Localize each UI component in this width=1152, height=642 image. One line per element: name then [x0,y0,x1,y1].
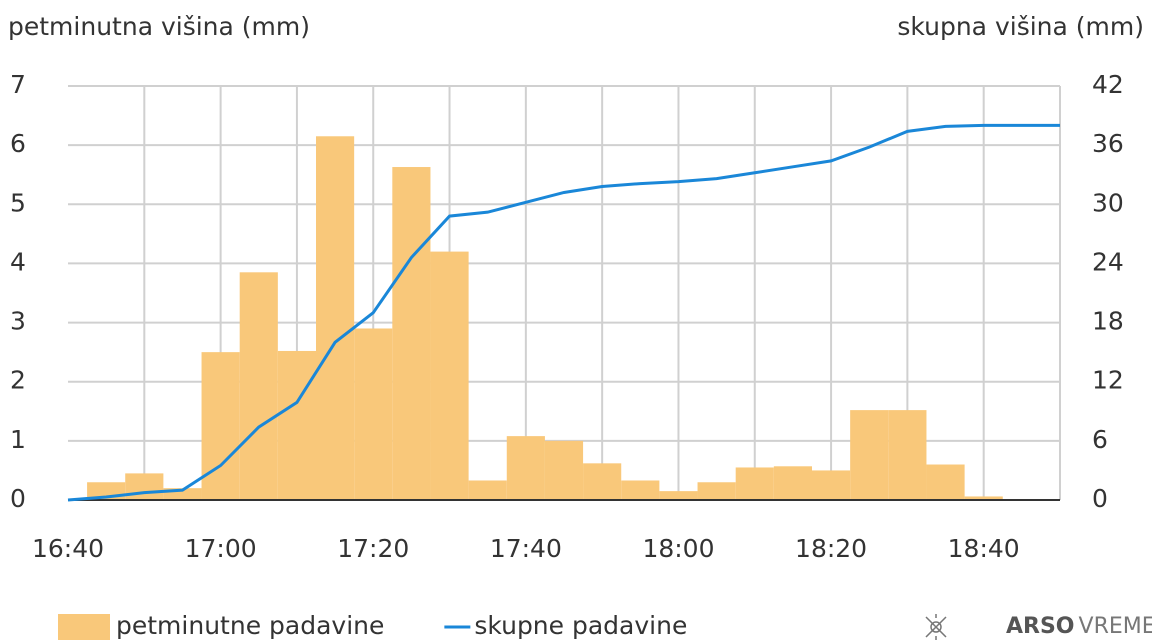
bar [468,480,507,500]
y2-tick-label: 30 [1092,188,1124,217]
bar [316,136,355,500]
brand-icon [925,614,947,640]
bar [239,272,278,500]
bar [659,491,698,500]
bar [392,167,431,501]
x-tick-label: 17:40 [490,534,562,563]
bar [964,496,1003,500]
y2-tick-label: 12 [1092,366,1124,395]
y2-tick-label: 42 [1092,70,1124,99]
y-tick-label: 4 [10,247,26,276]
brand-light: VREME [1079,614,1152,639]
bar [773,466,812,500]
x-tick-label: 18:20 [795,534,867,563]
bar [583,463,622,500]
bar [201,352,240,500]
brand-bold: ARSO [1006,614,1075,639]
bar [163,488,202,500]
y-tick-label: 2 [10,366,26,395]
x-tick-label: 16:40 [32,534,104,563]
y2-axis-title: skupna višina (mm) [897,12,1144,41]
bar [125,473,164,500]
line [67,123,1060,502]
bar [888,410,927,500]
brand: ARSO VREME [1006,614,1152,639]
y-axis-title: petminutna višina (mm) [8,12,310,41]
y-tick-label: 0 [10,484,26,513]
legend-label: petminutne padavine [116,611,384,640]
y-tick-label: 6 [10,129,26,158]
bar [850,410,889,500]
y2-tick-label: 36 [1092,129,1124,158]
bar [926,464,965,500]
y2-tick-label: 18 [1092,307,1124,336]
bar [506,436,545,500]
brand-icon-part [930,621,942,633]
y2-tick-label: 0 [1092,484,1108,513]
y-tick-label: 5 [10,188,26,217]
y-tick-label: 1 [10,425,26,454]
x-tick-label: 17:00 [185,534,257,563]
x-tick-label: 17:20 [337,534,409,563]
y-tick-label: 7 [10,70,26,99]
y2-tick-label: 24 [1092,247,1124,276]
bar [277,350,316,500]
y2-tick-label: 6 [1092,425,1108,454]
y-tick-label: 3 [10,307,26,336]
bar [621,480,660,500]
bar [354,328,393,500]
bar [735,467,774,500]
bar [544,440,584,500]
x-tick-label: 18:40 [948,534,1020,563]
bar [812,470,851,500]
x-tick-label: 18:00 [642,534,714,563]
bar [697,482,736,500]
brand-icon-part [925,614,947,640]
legend-swatch [58,614,110,640]
legend-label: skupne padavine [474,611,687,640]
bar [430,251,469,500]
